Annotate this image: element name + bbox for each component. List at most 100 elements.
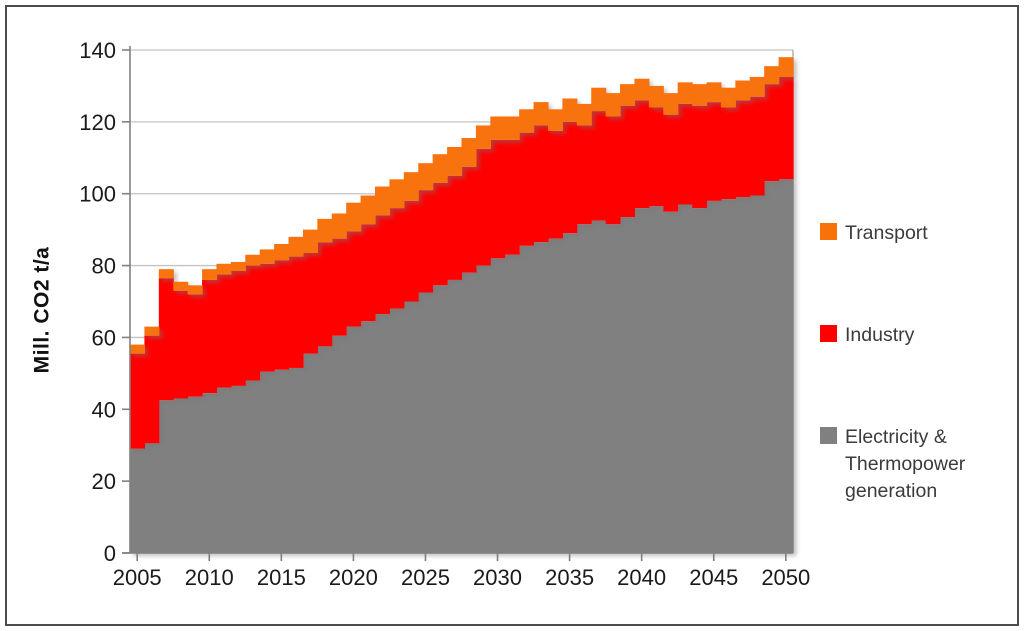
bar-segment-2050 <box>778 57 794 77</box>
x-tick-label-2035: 2035 <box>545 565 594 590</box>
bar-segment-2022 <box>375 186 391 216</box>
bar-segment-2010 <box>202 393 218 553</box>
bar-segment-2017 <box>302 229 318 253</box>
series-industry <box>130 76 794 449</box>
bar-segment-2043 <box>677 204 693 554</box>
bar-segment-2007 <box>158 400 174 553</box>
bar-segment-2014 <box>259 371 275 553</box>
bar-segment-2045 <box>706 200 722 553</box>
bar-segment-2050 <box>778 179 794 553</box>
bar-segment-2032 <box>519 245 535 553</box>
x-tick-label-2025: 2025 <box>401 565 450 590</box>
bar-segment-2035 <box>562 121 578 234</box>
bar-segment-2019 <box>331 213 347 239</box>
bar-segment-2041 <box>648 206 664 554</box>
bar-segment-2045 <box>706 102 722 201</box>
bar-segment-2048 <box>749 76 765 97</box>
bar-segment-2026 <box>432 285 448 553</box>
bar-segment-2027 <box>447 147 463 176</box>
transport-swatch-icon <box>820 223 837 240</box>
bar-segment-2042 <box>663 93 679 115</box>
bar-segment-2016 <box>288 367 304 553</box>
bar-segment-2038 <box>605 224 621 553</box>
bar-segment-2036 <box>576 103 592 126</box>
bar-segment-2020 <box>346 326 362 553</box>
bar-segment-2011 <box>216 263 232 275</box>
bar-segment-2029 <box>475 148 491 266</box>
bar-segment-2033 <box>533 102 549 126</box>
bar-segment-2034 <box>547 130 563 239</box>
bar-segment-2048 <box>749 96 765 196</box>
bar-segment-2008 <box>173 281 189 291</box>
bar-segment-2016 <box>288 256 304 368</box>
bar-segment-2019 <box>331 238 347 336</box>
y-axis-title-text: Mill. CO2 t/a <box>30 246 53 374</box>
bar-segment-2035 <box>562 233 578 554</box>
legend-label-electricity: Electricity & Thermopower generation <box>845 426 966 502</box>
bar-segment-2015 <box>274 260 290 370</box>
bar-segment-2042 <box>663 114 679 212</box>
bar-segment-2037 <box>591 220 607 553</box>
bar-segment-2017 <box>302 253 318 354</box>
bar-segment-2024 <box>403 200 419 302</box>
bar-segment-2043 <box>677 103 693 205</box>
bar-segment-2046 <box>720 199 736 553</box>
x-tick-label-2010: 2010 <box>185 565 234 590</box>
bar-segment-2024 <box>403 172 419 201</box>
bar-segment-2040 <box>634 78 650 101</box>
bar-segment-2025 <box>418 190 434 293</box>
legend-item-transport: Transport <box>820 220 928 247</box>
bar-segment-2005 <box>130 344 146 354</box>
x-tick-label-2020: 2020 <box>329 565 378 590</box>
bar-segment-2016 <box>288 236 304 257</box>
y-tick-label-140: 140 <box>79 38 116 63</box>
bar-segment-2038 <box>605 116 621 225</box>
bar-segment-2028 <box>461 166 477 273</box>
bar-segment-2046 <box>720 107 736 200</box>
bar-segment-2022 <box>375 215 391 315</box>
legend-label-industry: Industry <box>845 324 915 346</box>
bar-segment-2030 <box>490 139 506 259</box>
bar-segment-2023 <box>389 179 405 209</box>
bar-segment-2007 <box>158 278 174 401</box>
x-tick-label-2045: 2045 <box>689 565 738 590</box>
bar-segment-2050 <box>778 76 794 180</box>
bar-segment-2025 <box>418 163 434 191</box>
bar-segment-2013 <box>245 265 261 381</box>
bar-segment-2041 <box>648 85 664 108</box>
bar-segment-2026 <box>432 154 448 183</box>
bar-segment-2015 <box>274 244 290 261</box>
x-tick-label-2030: 2030 <box>473 565 522 590</box>
bar-segment-2042 <box>663 211 679 553</box>
bar-segment-2034 <box>547 109 563 131</box>
bar-segment-2027 <box>447 279 463 553</box>
bar-segment-2021 <box>360 224 376 322</box>
bar-segment-2047 <box>735 100 751 198</box>
bar-segment-2044 <box>692 208 708 553</box>
y-tick-label-120: 120 <box>79 110 116 135</box>
x-tick-label-2050: 2050 <box>761 565 810 590</box>
y-tick-label-80: 80 <box>92 254 116 279</box>
bar-segment-2040 <box>634 208 650 553</box>
bar-segment-2035 <box>562 98 578 122</box>
bar-segment-2010 <box>202 279 218 394</box>
bar-segment-2030 <box>490 258 506 553</box>
bar-segment-2036 <box>576 224 592 553</box>
bar-segment-2006 <box>144 443 160 553</box>
bar-segment-2028 <box>461 272 477 553</box>
bar-segment-2033 <box>533 242 549 553</box>
bar-segment-2037 <box>591 87 607 112</box>
bar-segment-2022 <box>375 314 391 553</box>
bar-segment-2049 <box>764 66 780 85</box>
bar-segment-2009 <box>187 294 203 397</box>
bar-segment-2041 <box>648 107 664 207</box>
bar-segment-2009 <box>187 396 203 553</box>
electricity-swatch-icon <box>820 427 837 444</box>
bar-segment-2023 <box>389 308 405 553</box>
legend-item-electricity: Electricity & Thermopower generation <box>820 424 995 505</box>
bar-segment-2013 <box>245 380 261 553</box>
bar-segment-2013 <box>245 254 261 266</box>
bar-segment-2011 <box>216 274 232 388</box>
bar-segment-2020 <box>346 202 362 232</box>
